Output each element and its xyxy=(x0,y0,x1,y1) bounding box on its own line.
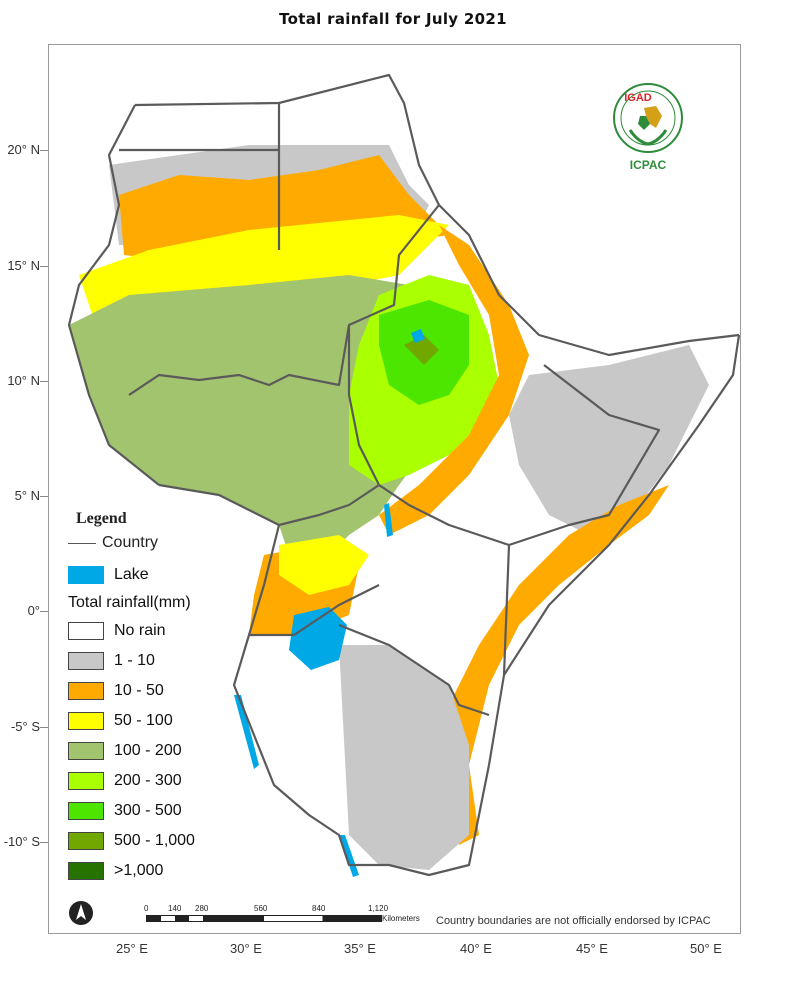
scale-tick-label: 140 xyxy=(168,904,182,913)
lon-label-50e: 50° E xyxy=(690,941,722,956)
north-arrow-icon xyxy=(69,901,93,925)
scale-tick-label: 280 xyxy=(195,904,209,913)
legend-class-label: 500 - 1,000 xyxy=(114,832,195,849)
country-boundaries xyxy=(67,73,740,877)
lat-label-10s: -10° S xyxy=(3,834,40,849)
legend-class-row: 10 - 50 xyxy=(68,676,268,706)
map-title: Total rainfall for July 2021 xyxy=(279,10,507,28)
legend-class-row: 50 - 100 xyxy=(68,706,268,736)
lon-label-45e: 45° E xyxy=(576,941,608,956)
legend-class-swatch xyxy=(68,772,104,790)
legend-classes: No rain 1 - 10 10 - 50 50 - 100 100 - 200 200… xyxy=(68,616,268,886)
legend-class-swatch xyxy=(68,652,104,670)
logo-bottom-text: ICPAC xyxy=(629,158,667,172)
rain-50-100-uganda xyxy=(279,535,369,595)
legend-class-swatch xyxy=(68,742,104,760)
legend-class-row: 100 - 200 xyxy=(68,736,268,766)
legend-class-label: 50 - 100 xyxy=(114,712,173,729)
legend-class-label: >1,000 xyxy=(114,862,164,879)
lat-tick xyxy=(40,727,48,728)
legend-class-row: 500 - 1,000 xyxy=(68,826,268,856)
legend-class-row: 200 - 300 xyxy=(68,766,268,796)
map-frame xyxy=(48,44,741,934)
scale-tick-label: 840 xyxy=(312,904,326,913)
legend-country-label: Country xyxy=(102,534,159,551)
legend-class-swatch xyxy=(68,622,104,640)
lake-tana xyxy=(411,329,425,343)
legend-class-label: 300 - 500 xyxy=(114,802,182,819)
scale-tick-label: 0 xyxy=(144,904,149,913)
scale-tick-label: 1,120 xyxy=(368,904,389,913)
lat-label-5n: 5° N xyxy=(14,488,40,503)
igad-logo-icon xyxy=(613,83,683,153)
lake-victoria xyxy=(289,607,347,670)
north-arrow xyxy=(68,900,94,926)
lat-tick xyxy=(40,150,48,151)
rain-500-1000-spot xyxy=(404,335,439,365)
rainfall-map xyxy=(67,73,740,877)
scale-tick-label: 560 xyxy=(254,904,268,913)
lake-malawi xyxy=(339,835,359,877)
scale-unit: Kilometers xyxy=(382,914,420,923)
lat-label-10n: 10° N xyxy=(7,373,40,388)
legend-class-swatch xyxy=(68,712,104,730)
igad-icpac-logo: IGAD ICPAC xyxy=(608,80,688,174)
lon-label-25e: 25° E xyxy=(116,941,148,956)
legend-class-swatch xyxy=(68,802,104,820)
rain-1-10-south xyxy=(339,645,469,870)
legend-title: Legend xyxy=(76,510,127,527)
legend-class-swatch xyxy=(68,682,104,700)
rain-1-10-east xyxy=(509,345,709,545)
scale-bar-graphic xyxy=(146,915,382,922)
lat-tick xyxy=(40,381,48,382)
lat-label-5s: -5° S xyxy=(10,719,40,734)
lat-tick xyxy=(40,266,48,267)
country-line-swatch xyxy=(68,542,96,544)
legend-class-row: >1,000 xyxy=(68,856,268,886)
lat-label-15n: 15° N xyxy=(7,258,40,273)
legend-class-label: No rain xyxy=(114,622,166,639)
legend-class-row: No rain xyxy=(68,616,268,646)
lat-tick xyxy=(40,842,48,843)
legend-country-row: Country xyxy=(68,532,268,554)
rain-10-50-east-arc xyxy=(379,225,529,535)
lon-label-30e: 30° E xyxy=(230,941,262,956)
logo-top-text: IGAD xyxy=(624,92,652,104)
lake-tanganyika xyxy=(234,695,259,769)
lat-tick xyxy=(40,496,48,497)
scale-bar: 0 140 280 560 840 1,120 Kilometers xyxy=(140,904,440,930)
lat-tick xyxy=(40,611,48,612)
lake-swatch xyxy=(68,566,104,584)
legend: Legend Country Lake Total rainfall(mm) N… xyxy=(68,506,268,886)
legend-class-row: 1 - 10 xyxy=(68,646,268,676)
legend-lake-label: Lake xyxy=(114,566,149,583)
legend-rainfall-title: Total rainfall(mm) xyxy=(68,594,191,611)
legend-class-label: 10 - 50 xyxy=(114,682,164,699)
lat-label-20n: 20° N xyxy=(7,142,40,157)
lon-label-35e: 35° E xyxy=(344,941,376,956)
legend-class-label: 200 - 300 xyxy=(114,772,182,789)
lat-label-0: 0° xyxy=(27,603,40,618)
legend-class-label: 100 - 200 xyxy=(114,742,182,759)
lake-turkana xyxy=(384,503,393,537)
legend-class-label: 1 - 10 xyxy=(114,652,155,669)
legend-class-swatch xyxy=(68,862,104,880)
legend-class-swatch xyxy=(68,832,104,850)
disclaimer: Country boundaries are not officially en… xyxy=(436,915,711,927)
legend-class-row: 300 - 500 xyxy=(68,796,268,826)
legend-lake-row: Lake xyxy=(68,560,268,590)
lon-label-40e: 40° E xyxy=(460,941,492,956)
